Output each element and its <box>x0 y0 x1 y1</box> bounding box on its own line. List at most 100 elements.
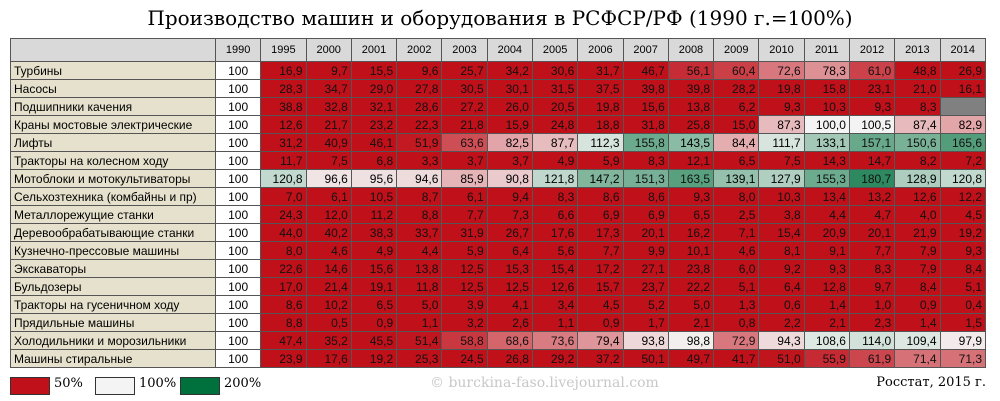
cell: 14,7 <box>848 151 896 170</box>
column-header: 2010 <box>758 38 805 62</box>
cell: 8,6 <box>260 295 307 314</box>
cell: 25,8 <box>667 115 715 134</box>
cell: 82,5 <box>486 133 533 152</box>
cell: 18,8 <box>577 115 624 134</box>
row-label: Кузнечно-прессовые машины <box>10 241 216 260</box>
cell: 1,7 <box>622 313 669 332</box>
cell: 15,4 <box>531 259 579 278</box>
cell: 15,3 <box>486 259 533 278</box>
column-header: 2008 <box>667 38 715 62</box>
cell: 27,2 <box>441 97 488 116</box>
cell: 10,2 <box>305 295 352 314</box>
row: Тракторы на гусеничном ходу 100 8,6 10,2 6,5… <box>10 295 986 314</box>
cell: 109,4 <box>894 331 941 350</box>
cell: 0,4 <box>939 295 986 314</box>
row: Мотоблоки и мотокультиваторы 100 120,8 96,6… <box>10 169 986 188</box>
cell: 16,9 <box>260 61 307 80</box>
cell: 8,3 <box>848 259 896 278</box>
cell: 6,9 <box>622 205 669 224</box>
cell: 100 <box>214 259 262 278</box>
cell: 12,2 <box>939 187 986 206</box>
cell: 20,1 <box>622 223 669 242</box>
cell: 48,8 <box>894 61 941 80</box>
cell: 28,6 <box>396 97 443 116</box>
cell: 5,1 <box>713 277 760 296</box>
cell: 27,1 <box>622 259 669 278</box>
cell: 2,1 <box>667 313 715 332</box>
row: Экскаваторы 100 22,6 14,6 15,6 13,8 12,5 15,3 15… <box>10 259 986 278</box>
cell: 7,7 <box>577 241 624 260</box>
cell: 19,8 <box>577 97 624 116</box>
cell: 9,6 <box>396 61 443 80</box>
column-header: 2009 <box>713 38 760 62</box>
cell: 12,0 <box>305 205 352 224</box>
cell: 38,3 <box>350 223 398 242</box>
cell: 14,6 <box>305 259 352 278</box>
cell: 31,2 <box>260 133 307 152</box>
cell: 6,4 <box>758 277 805 296</box>
cell: 7,7 <box>441 205 488 224</box>
cell: 0,8 <box>713 313 760 332</box>
cell: 85,9 <box>441 169 488 188</box>
cell: 24,5 <box>441 349 488 368</box>
cell: 87,7 <box>531 133 579 152</box>
cell: 3,2 <box>441 313 488 332</box>
cell: 2,1 <box>803 313 850 332</box>
column-header: 2004 <box>486 38 533 62</box>
cell: 47,4 <box>260 331 307 350</box>
cell: 14,3 <box>803 151 850 170</box>
column-header: 2011 <box>803 38 850 62</box>
cell: 100,5 <box>848 115 896 134</box>
title: Производство машин и оборудования в РСФС… <box>147 6 853 30</box>
cell: 31,5 <box>531 79 579 98</box>
cell: 100 <box>214 313 262 332</box>
row: Турбины 100 16,9 9,7 15,5 9,6 25,7 34,2 30,6 31,7… <box>10 61 986 80</box>
cell: 17,2 <box>577 259 624 278</box>
cell: 6,6 <box>531 205 579 224</box>
cell: 11,2 <box>350 205 398 224</box>
cell: 6,5 <box>667 205 715 224</box>
cell: 21,7 <box>305 115 352 134</box>
cell: 111,7 <box>758 133 805 152</box>
legend-swatch <box>180 377 220 395</box>
cell: 17,0 <box>260 277 307 296</box>
cell: 120,8 <box>260 169 307 188</box>
cell: 6,5 <box>350 295 398 314</box>
row-label: Лифты <box>10 133 216 152</box>
row: Подшипники качения 100 38,8 32,8 32,1 28,6 27,… <box>10 97 986 116</box>
cell: 9,3 <box>803 259 850 278</box>
cell: 95,6 <box>350 169 398 188</box>
cell: 4,4 <box>803 205 850 224</box>
row-label: Насосы <box>10 79 216 98</box>
cell: 127,9 <box>758 169 805 188</box>
cell: 0,6 <box>758 295 805 314</box>
cell: 51,0 <box>758 349 805 368</box>
cell: 4,6 <box>713 241 760 260</box>
cell: 4,9 <box>531 151 579 170</box>
row: Лифты 100 31,2 40,9 46,1 51,9 63,6 82,5 87,7 112,… <box>10 133 986 152</box>
cell: 3,4 <box>531 295 579 314</box>
cell: 44,0 <box>260 223 307 242</box>
cell: 9,2 <box>758 259 805 278</box>
cell: 40,9 <box>305 133 352 152</box>
cell: 32,8 <box>305 97 352 116</box>
cell: 155,3 <box>803 169 850 188</box>
cell: 2,2 <box>758 313 805 332</box>
cell: 12,6 <box>260 115 307 134</box>
cell: 34,7 <box>305 79 352 98</box>
cell: 19,8 <box>758 79 805 98</box>
empty-cell <box>939 97 986 116</box>
cell: 50,1 <box>622 349 669 368</box>
cell: 24,3 <box>260 205 307 224</box>
cell: 1,4 <box>803 295 850 314</box>
row-label: Металлорежущие станки <box>10 205 216 224</box>
cell: 71,4 <box>894 349 941 368</box>
cell: 150,6 <box>894 133 941 152</box>
cell: 100 <box>214 151 262 170</box>
cell: 4,7 <box>848 205 896 224</box>
row-label: Машины стиральные <box>10 349 216 368</box>
cell: 30,5 <box>441 79 488 98</box>
cell: 11,7 <box>260 151 307 170</box>
cell: 112,3 <box>577 133 624 152</box>
cell: 13,8 <box>396 259 443 278</box>
